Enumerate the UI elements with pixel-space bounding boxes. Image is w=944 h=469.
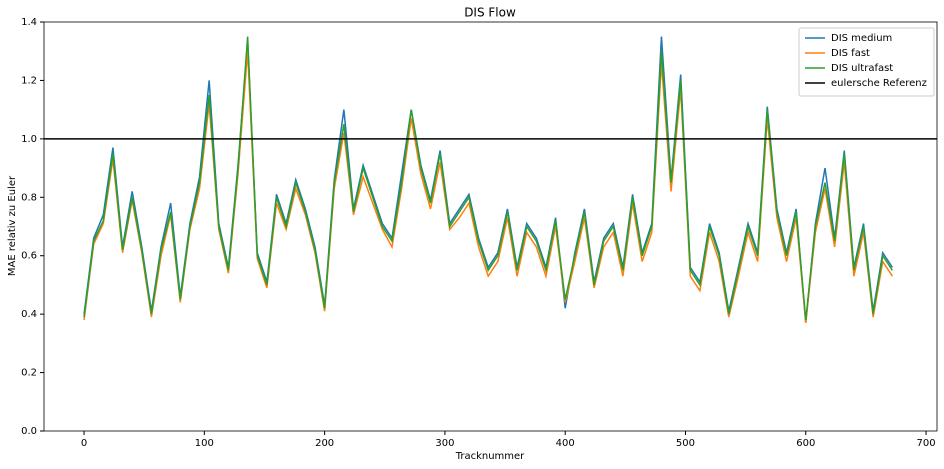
x-tick-label: 500	[676, 438, 695, 449]
x-tick-label: 400	[556, 438, 575, 449]
y-tick-label: 1.4	[21, 17, 37, 28]
legend-label: DIS ultrafast	[831, 63, 893, 74]
y-tick-label: 0.8	[21, 192, 37, 203]
x-axis-label: Tracknummer	[455, 451, 525, 462]
y-tick-label: 1.2	[21, 75, 37, 86]
legend-label: eulersche Referenz	[831, 78, 927, 89]
y-tick-label: 0.0	[21, 426, 37, 437]
x-tick-label: 300	[435, 438, 454, 449]
x-tick-label: 200	[315, 438, 334, 449]
x-tick-label: 600	[796, 438, 815, 449]
legend-label: DIS fast	[831, 48, 870, 59]
legend-label: DIS medium	[831, 33, 892, 44]
x-tick-label: 0	[81, 438, 87, 449]
y-tick-label: 0.2	[21, 368, 37, 379]
plot-area	[44, 36, 937, 323]
data-line	[83, 36, 893, 321]
x-tick-label: 700	[917, 438, 936, 449]
chart-title: DIS Flow	[464, 6, 516, 20]
y-tick-label: 0.4	[21, 309, 37, 320]
y-axis-label: MAE relativ zu Euler	[7, 175, 18, 276]
y-tick-label: 1.0	[21, 134, 37, 145]
axes-frame	[43, 21, 938, 432]
y-tick-label: 0.6	[21, 251, 37, 262]
legend-box	[798, 27, 935, 97]
x-tick-label: 100	[195, 438, 214, 449]
data-line	[83, 51, 893, 323]
data-line	[83, 36, 893, 323]
